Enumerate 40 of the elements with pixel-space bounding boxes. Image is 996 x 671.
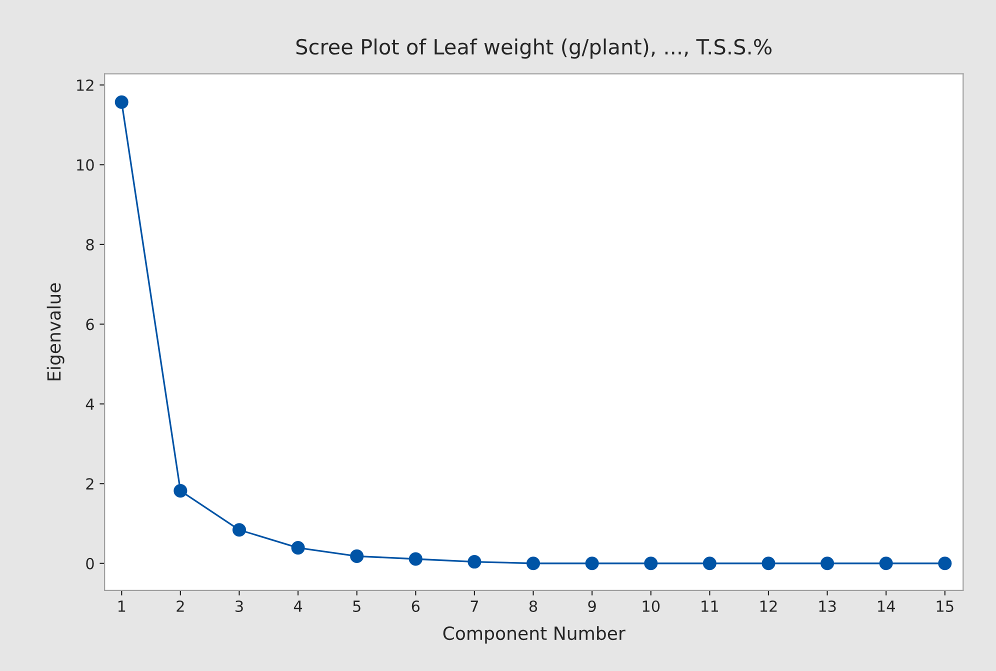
x-tick-label: 14 [878, 600, 895, 612]
y-tick-label: 12 [77, 79, 94, 91]
point [350, 549, 364, 563]
x-tick-label: 7 [470, 600, 478, 612]
x-tick-label: 10 [642, 600, 660, 612]
point [820, 556, 834, 570]
x-tick-label: 4 [294, 600, 302, 612]
y-tick-label: 4 [86, 398, 94, 410]
x-tick-label: 6 [412, 600, 420, 612]
point [468, 555, 482, 569]
point [291, 541, 305, 555]
y-tick-label: 0 [86, 558, 94, 570]
point [408, 552, 422, 566]
point [762, 556, 776, 570]
y-axis-title: Eigenvalue [46, 283, 64, 380]
y-tick-label: 8 [86, 238, 94, 250]
x-tick-label: 1 [118, 600, 126, 612]
point [702, 556, 716, 570]
x-tick-label: 9 [588, 600, 596, 612]
y-tick-label: 2 [86, 478, 94, 490]
x-axis-title: Component Number [443, 626, 626, 644]
point [644, 556, 658, 570]
point [879, 556, 893, 570]
x-tick-label: 5 [353, 600, 360, 612]
y-tick-label: 10 [77, 159, 94, 171]
x-tick-label: 3 [236, 600, 243, 612]
x-tick-label: 13 [819, 600, 836, 612]
x-tick-label: 2 [176, 600, 184, 612]
y-tick-label: 6 [86, 318, 94, 330]
point [232, 523, 246, 537]
point [114, 95, 128, 109]
point [585, 556, 599, 570]
x-tick-label: 12 [760, 600, 777, 612]
x-tick-label: 8 [529, 600, 538, 612]
x-tick-label: 11 [702, 600, 718, 612]
chart-title: Scree Plot of Leaf weight (g/plant), ..., T.S.S.% [296, 38, 772, 59]
point [174, 484, 188, 498]
point [526, 556, 540, 570]
x-tick-label: 15 [936, 600, 954, 612]
point [938, 556, 952, 570]
